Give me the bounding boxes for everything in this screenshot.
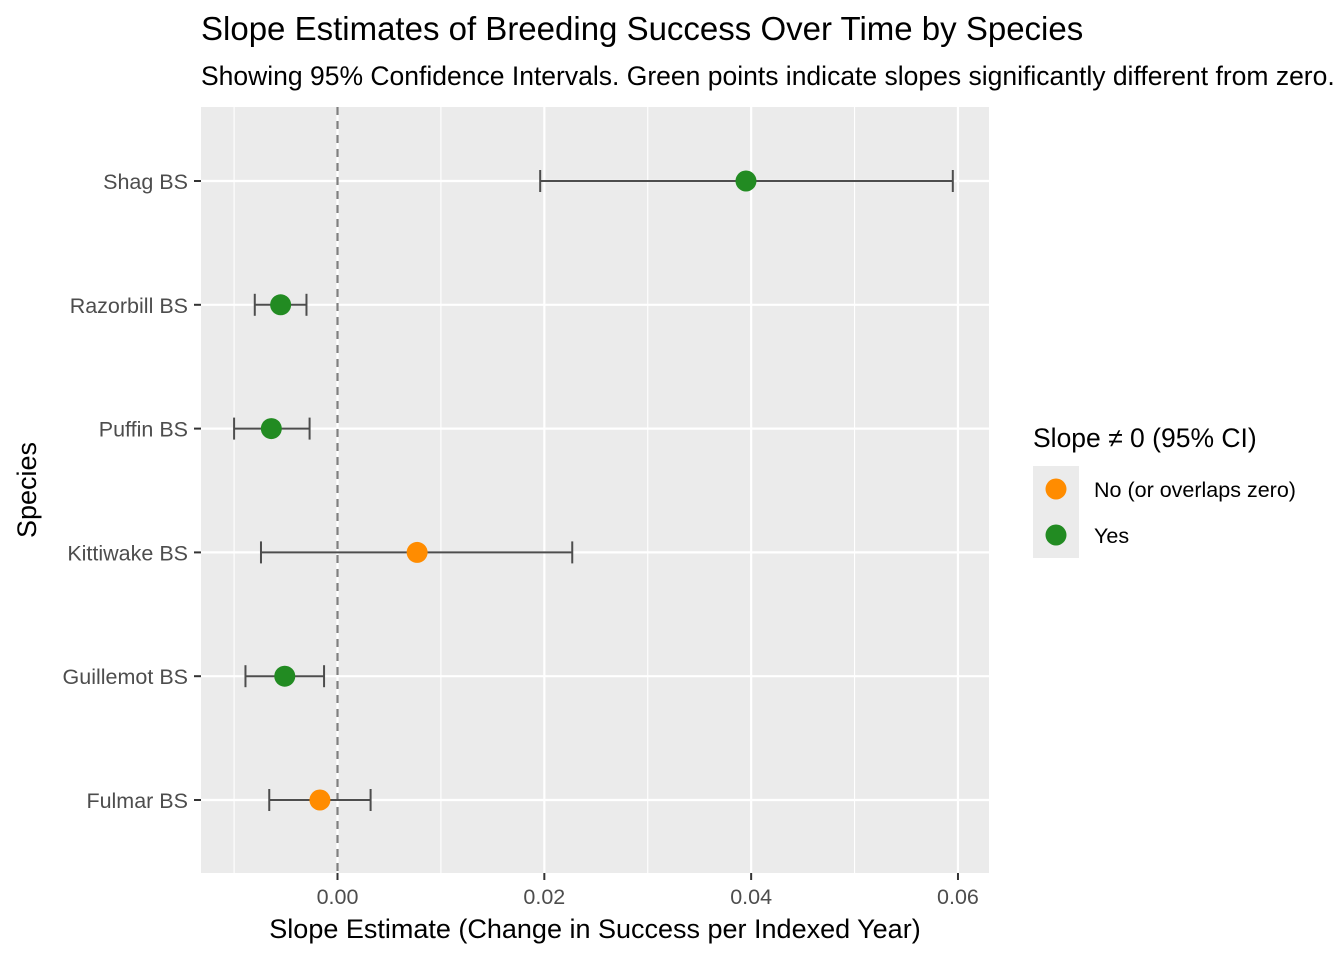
- x-tick-label: 0.00: [317, 885, 359, 909]
- chart-title: Slope Estimates of Breeding Success Over…: [201, 10, 1083, 47]
- y-tick-label: Kittiwake BS: [67, 541, 188, 565]
- slope-point: [406, 541, 428, 563]
- slope-point: [735, 170, 757, 192]
- x-tick-label: 0.06: [937, 885, 979, 909]
- minor-gridlines: [233, 107, 856, 873]
- legend-item-label: Yes: [1094, 524, 1129, 548]
- x-axis: 0.00 0.02 0.04 0.06: [317, 873, 979, 909]
- y-tick-label: Fulmar BS: [86, 789, 188, 813]
- x-tick-label: 0.04: [730, 885, 772, 909]
- slope-point: [270, 294, 292, 316]
- legend-key-point: [1045, 478, 1067, 500]
- y-axis: Shag BS Razorbill BS Puffin BS Kittiwake BS…: [63, 170, 201, 813]
- y-tick-label: Shag BS: [103, 170, 188, 194]
- plot-panel: [201, 107, 989, 873]
- legend: Slope ≠ 0 (95% CI) No (or overlaps zero)…: [1033, 423, 1296, 558]
- legend-title: Slope ≠ 0 (95% CI): [1033, 423, 1257, 453]
- slope-points: [260, 170, 757, 811]
- y-axis-title: Species: [12, 442, 42, 538]
- y-tick-label: Guillemot BS: [63, 665, 188, 689]
- slope-point: [274, 665, 296, 687]
- legend-item-label: No (or overlaps zero): [1094, 478, 1296, 502]
- y-tick-label: Puffin BS: [99, 418, 188, 442]
- chart-subtitle: Showing 95% Confidence Intervals. Green …: [201, 61, 1335, 91]
- x-tick-label: 0.02: [523, 885, 565, 909]
- y-tick-label: Razorbill BS: [70, 294, 188, 318]
- slope-point: [309, 789, 331, 811]
- legend-key-point: [1045, 524, 1067, 546]
- slope-point: [260, 418, 282, 440]
- x-axis-title: Slope Estimate (Change in Success per In…: [269, 914, 920, 944]
